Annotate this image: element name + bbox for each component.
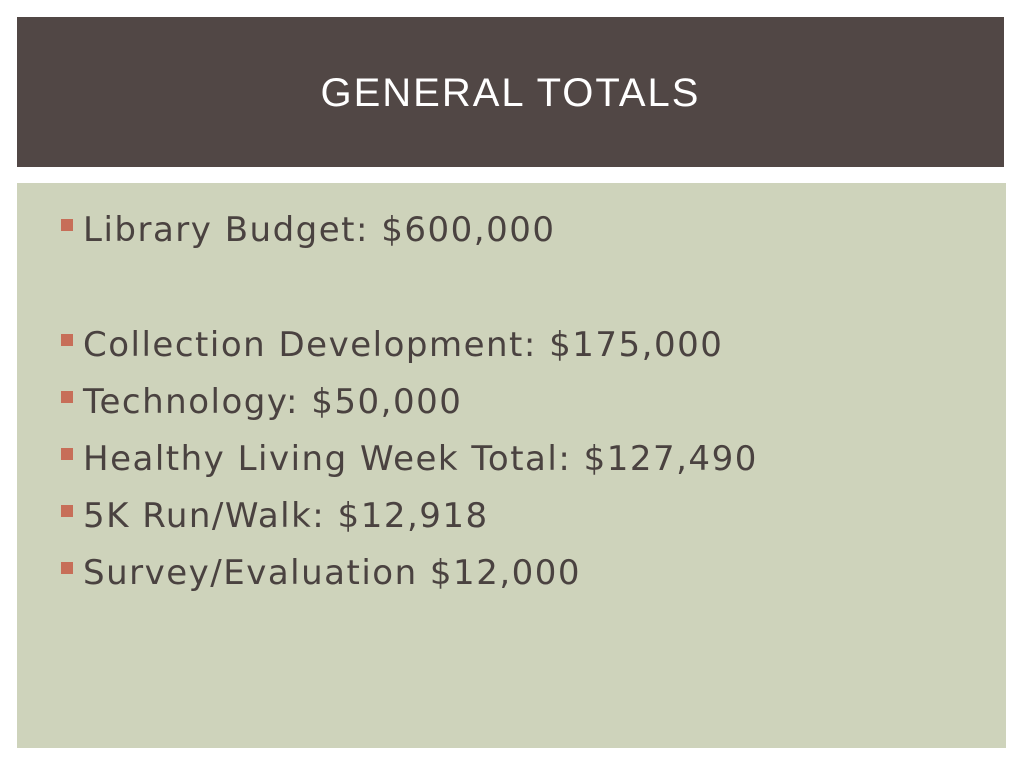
square-bullet-icon (61, 561, 73, 574)
square-bullet-icon (61, 333, 73, 346)
square-bullet-icon (61, 447, 73, 460)
list-item-label: Survey/Evaluation $12,000 (83, 552, 582, 593)
square-bullet-icon (61, 390, 73, 403)
slide-title: GENERAL TOTALS (320, 70, 701, 115)
square-bullet-icon (61, 504, 73, 517)
bullet-list: Library Budget: $600,000 Collection Deve… (61, 201, 758, 601)
list-item-label: 5K Run/Walk: $12,918 (83, 495, 489, 536)
content-area: Library Budget: $600,000 Collection Deve… (17, 183, 1006, 748)
list-item-5k-run-walk: 5K Run/Walk: $12,918 (61, 487, 758, 544)
list-item-library-budget: Library Budget: $600,000 (61, 201, 758, 258)
list-item-healthy-living-week: Healthy Living Week Total: $127,490 (61, 430, 758, 487)
square-bullet-icon (61, 218, 73, 231)
list-item-label: Library Budget: $600,000 (83, 209, 556, 250)
list-item-survey-evaluation: Survey/Evaluation $12,000 (61, 544, 758, 601)
list-item-collection-development: Collection Development: $175,000 (61, 316, 758, 373)
list-item-label: Healthy Living Week Total: $127,490 (83, 438, 758, 479)
list-item-label: Collection Development: $175,000 (83, 324, 724, 365)
title-bar: GENERAL TOTALS (17, 17, 1004, 167)
list-item-technology: Technology: $50,000 (61, 373, 758, 430)
list-item-label: Technology: $50,000 (83, 381, 463, 422)
